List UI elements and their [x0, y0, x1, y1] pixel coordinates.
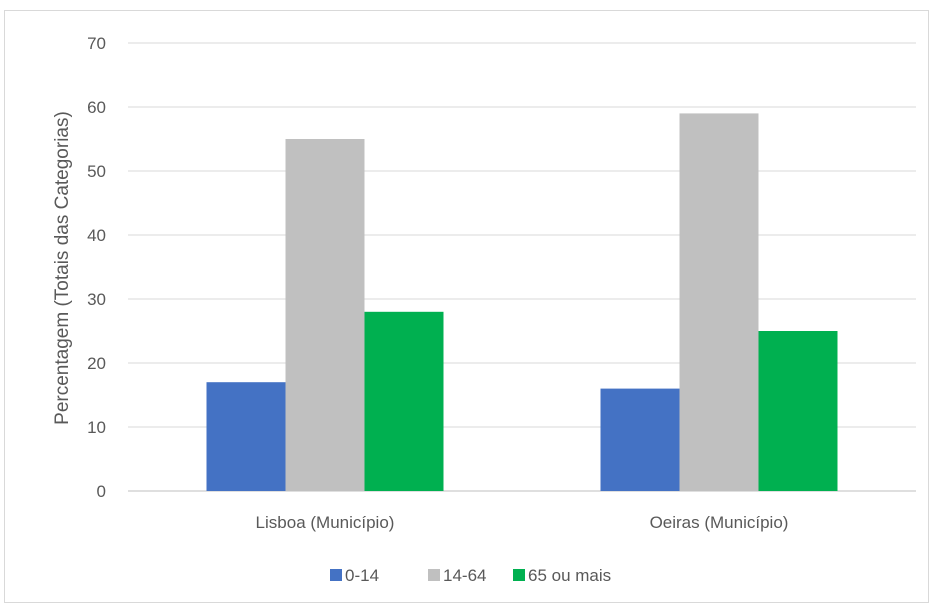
y-tick-label: 20: [87, 354, 106, 373]
y-tick-label: 10: [87, 418, 106, 437]
x-tick-label: Oeiras (Município): [650, 513, 789, 532]
bar: [758, 331, 838, 491]
x-axis-ticks: Lisboa (Município) Oeiras (Município): [256, 513, 789, 532]
bar: [600, 388, 680, 491]
bar: [285, 139, 365, 491]
legend-label: 14-64: [443, 566, 486, 585]
bar: [206, 382, 286, 491]
bar: [679, 113, 759, 492]
legend-swatch: [330, 569, 342, 581]
y-tick-label: 0: [97, 482, 106, 501]
chart-area: [4, 10, 929, 603]
bar: [364, 311, 444, 491]
y-tick-label: 50: [87, 162, 106, 181]
legend: 0-14 14-64 65 ou mais: [330, 566, 611, 585]
y-tick-label: 70: [87, 34, 106, 53]
y-tick-label: 60: [87, 98, 106, 117]
y-axis-title: Percentagem (Totais das Categorias): [52, 111, 73, 425]
y-tick-label: 40: [87, 226, 106, 245]
x-tick-label: Lisboa (Município): [256, 513, 395, 532]
legend-swatch: [513, 569, 525, 581]
legend-swatch: [428, 569, 440, 581]
legend-label: 65 ou mais: [528, 566, 611, 585]
y-tick-label: 30: [87, 290, 106, 309]
bars: [206, 113, 838, 492]
y-axis-ticks: 0 10 20 30 40 50 60 70: [87, 34, 106, 501]
legend-label: 0-14: [345, 566, 379, 585]
